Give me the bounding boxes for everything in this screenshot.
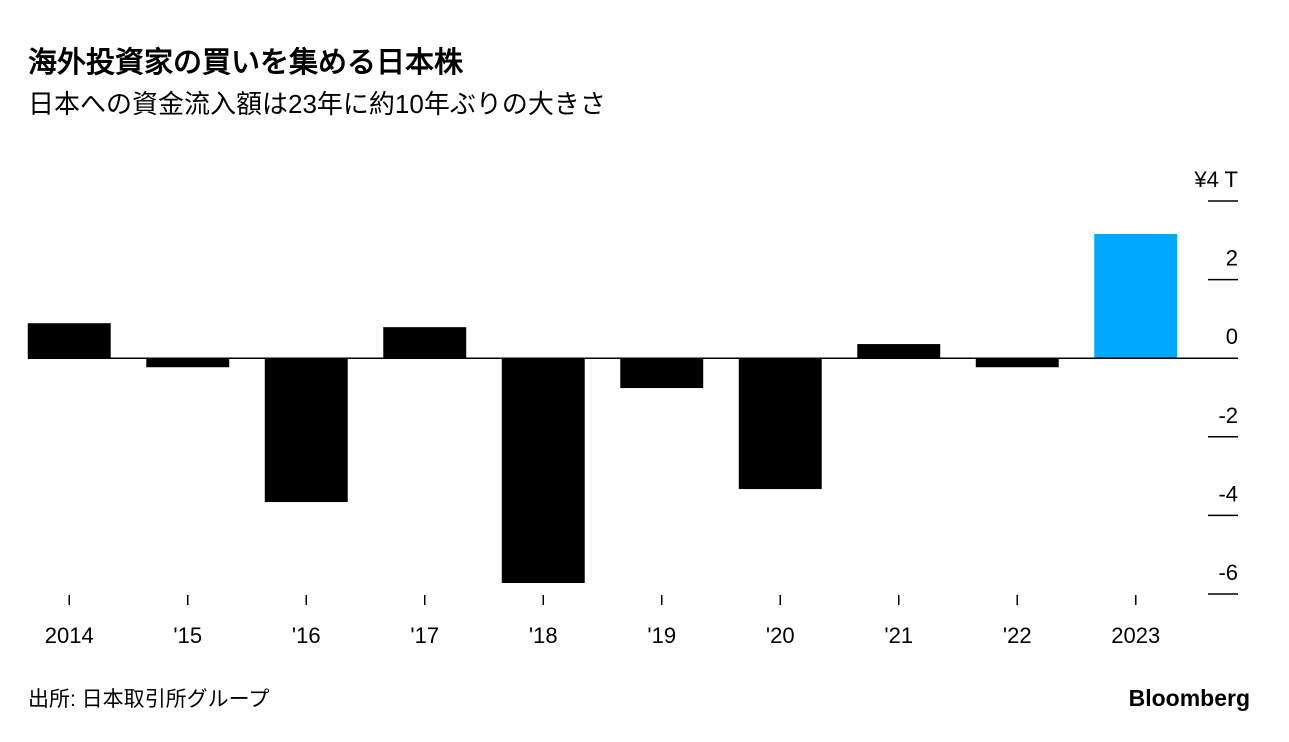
bar: [264, 358, 348, 503]
bar: [975, 358, 1059, 368]
y-tick-label: 0: [1226, 324, 1238, 349]
x-tick-label: 2014: [45, 623, 94, 648]
y-tick-label: ¥4 T: [1193, 167, 1238, 192]
bar: [857, 344, 941, 359]
x-tick-label: '15: [173, 623, 202, 648]
bar: [620, 358, 704, 389]
x-tick-label: 2023: [1111, 623, 1160, 648]
y-tick-label: 2: [1226, 246, 1238, 271]
bar: [501, 358, 585, 583]
x-tick-label: '17: [410, 623, 439, 648]
chart-subtitle: 日本への資金流入額は23年に約10年ぶりの大きさ: [28, 89, 606, 119]
y-tick-label: -4: [1218, 481, 1238, 506]
chart-title: 海外投資家の買いを集める日本株: [28, 45, 464, 79]
source: 出所: 日本取引所グループ: [28, 688, 269, 711]
y-tick-label: -6: [1218, 560, 1238, 585]
bar: [738, 358, 822, 490]
x-tick-label: '19: [647, 623, 676, 648]
x-tick-label: '20: [766, 623, 795, 648]
bar: [1094, 234, 1178, 359]
x-tick-label: '22: [1003, 623, 1032, 648]
brand: Bloomberg: [1129, 685, 1250, 711]
y-tick-label: -2: [1218, 403, 1238, 428]
bar: [383, 327, 467, 359]
x-tick-label: '16: [292, 623, 321, 648]
bar: [27, 323, 111, 359]
bar: [146, 358, 230, 368]
x-tick-label: '18: [529, 623, 558, 648]
x-tick-label: '21: [884, 623, 913, 648]
